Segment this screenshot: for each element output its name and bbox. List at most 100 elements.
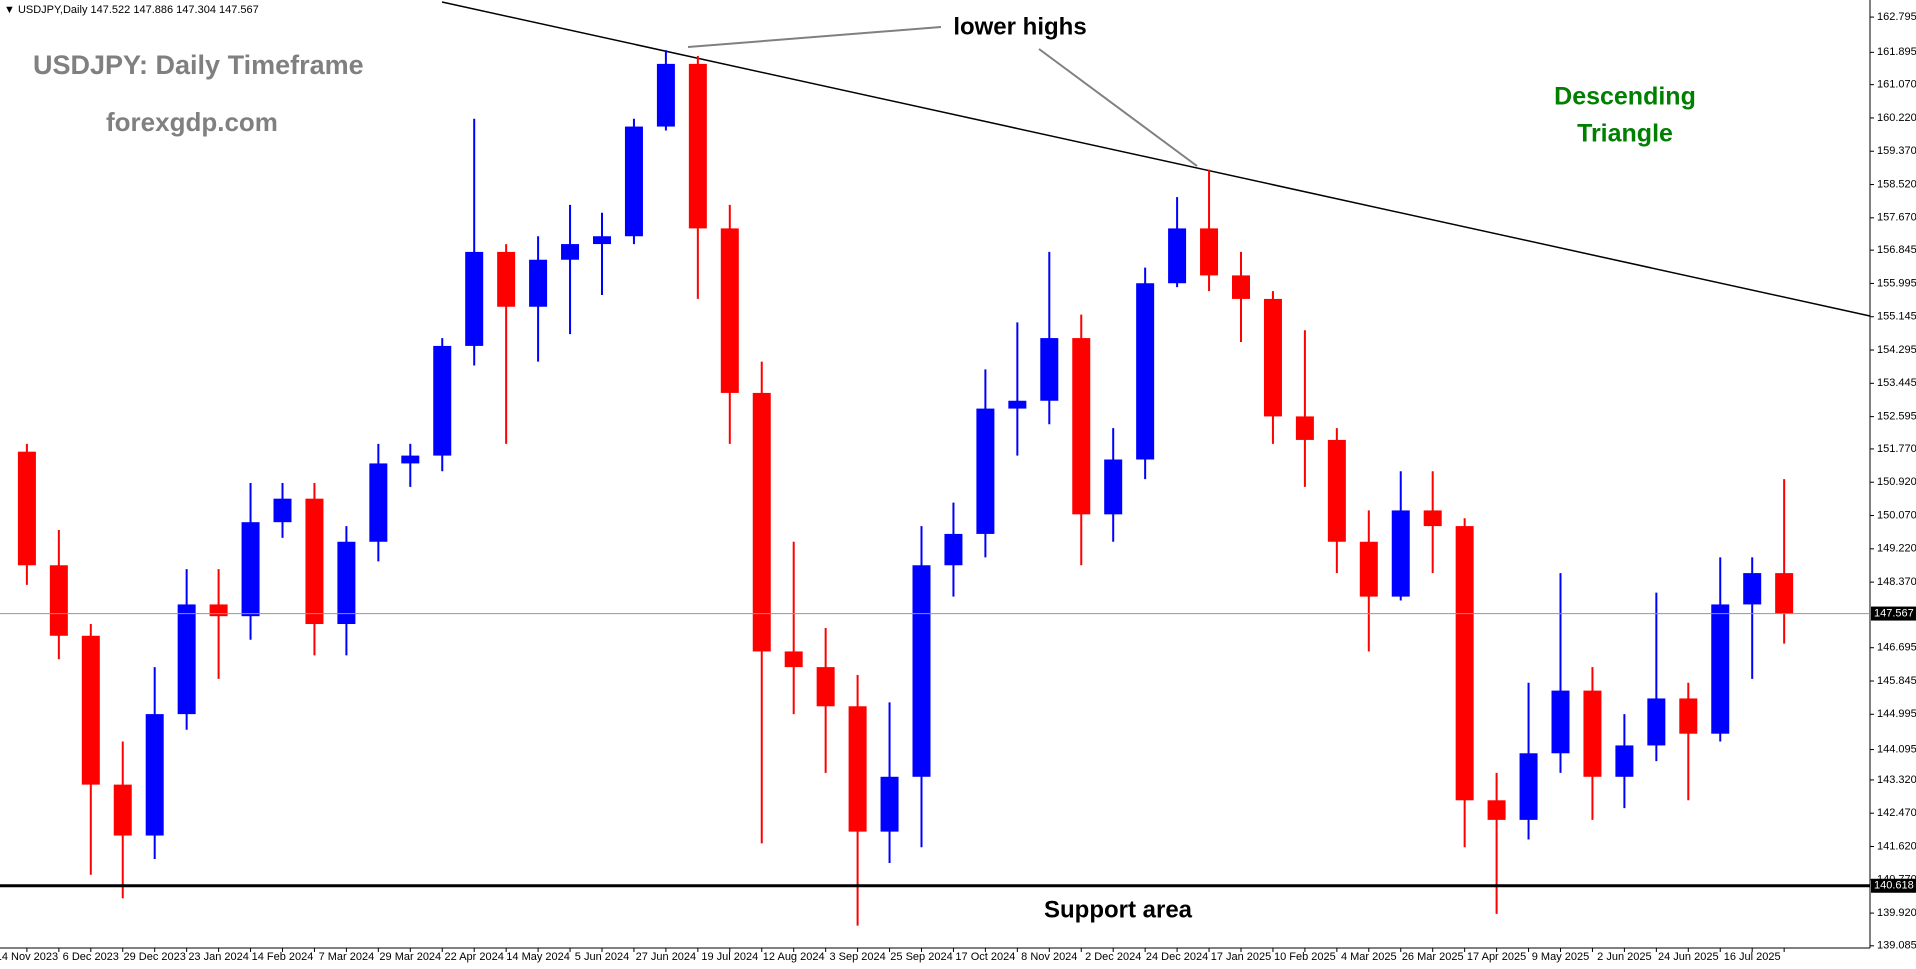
candle-body	[1008, 400, 1027, 409]
header: ▼ USDJPY,Daily 147.522 147.886 147.304 1…	[4, 4, 259, 16]
x-tick-label: 27 Jun 2024	[636, 951, 697, 963]
header-value: 147.522	[91, 4, 131, 16]
candle-body	[1743, 573, 1762, 605]
candle-body	[944, 533, 963, 566]
x-tick-label: 24 Jun 2025	[1658, 951, 1719, 963]
x-tick-label: 8 Nov 2024	[1021, 951, 1077, 963]
y-tick-label: 141.620	[1877, 840, 1916, 852]
x-tick-label: 2 Dec 2024	[1085, 951, 1141, 963]
y-tick-label: 157.670	[1877, 212, 1916, 224]
candle-body	[1168, 228, 1187, 284]
candle-body	[593, 236, 611, 245]
header-value: 147.567	[219, 4, 259, 16]
y-tick-label: 146.695	[1877, 642, 1916, 654]
x-tick-label: 3 Sep 2024	[829, 951, 885, 963]
x-tick-label: 29 Mar 2024	[379, 951, 441, 963]
candle-body	[81, 635, 100, 785]
support-line-label: 140.618	[1874, 880, 1914, 892]
y-tick-label: 148.370	[1877, 576, 1916, 588]
chart-subtitle: forexgdp.com	[106, 107, 278, 137]
candle-body	[1295, 416, 1314, 440]
candle-body	[1455, 526, 1474, 801]
candle-body	[1359, 541, 1378, 597]
candle-body	[401, 455, 420, 464]
support-line-label-box	[1871, 878, 1916, 893]
y-tick-label: 144.095	[1877, 743, 1916, 755]
x-tick-label: 14 Nov 2023	[0, 951, 58, 963]
y-tick-label: 156.845	[1877, 244, 1916, 256]
annotation: Descending	[1554, 83, 1696, 111]
candle-body	[1551, 690, 1570, 754]
x-tick-label: 23 Jan 2024	[188, 951, 249, 963]
x-tick-label: 10 Feb 2025	[1274, 951, 1336, 963]
x-tick-label: 7 Mar 2024	[319, 951, 375, 963]
candle-body	[1232, 275, 1250, 299]
candle-body	[688, 63, 707, 229]
candle-body	[1423, 510, 1442, 527]
candle-body	[241, 522, 260, 617]
y-tick-label: 139.920	[1877, 907, 1916, 919]
x-tick-label: 12 Aug 2024	[763, 951, 825, 963]
x-tick-label: 9 May 2025	[1532, 951, 1589, 963]
candle-body	[752, 392, 771, 652]
y-tick-label: 152.595	[1877, 411, 1916, 423]
y-tick-label: 161.895	[1877, 46, 1916, 58]
candle-body	[17, 451, 36, 566]
y-tick-label: 158.520	[1877, 178, 1916, 190]
x-tick-label: 19 Jul 2024	[701, 951, 758, 963]
x-tick-label: 17 Apr 2025	[1467, 951, 1526, 963]
annotation: Support area	[1044, 896, 1193, 923]
x-tick-label: 6 Dec 2023	[63, 951, 119, 963]
x-tick-label: 14 May 2024	[506, 951, 570, 963]
candle-body	[1263, 298, 1282, 417]
x-tick-label: 2 Jun 2025	[1597, 951, 1651, 963]
candle-body	[209, 604, 228, 617]
candle-body	[49, 565, 68, 636]
candle-body	[1711, 604, 1730, 734]
candle-body	[816, 667, 835, 707]
y-tick-label: 161.070	[1877, 79, 1916, 91]
header-arrow: ▼	[4, 4, 18, 16]
candle-body	[177, 604, 196, 715]
candle-body	[465, 251, 484, 346]
y-tick-label: 154.295	[1877, 344, 1916, 356]
candle-body	[784, 651, 803, 668]
x-tick-label: 4 Mar 2025	[1341, 951, 1397, 963]
candle-body	[624, 126, 643, 237]
candle-body	[1072, 338, 1091, 515]
candle-body	[561, 244, 580, 260]
candle-body	[305, 498, 324, 625]
current-price-line-label: 147.567	[1874, 607, 1914, 619]
y-tick-label: 143.320	[1877, 774, 1916, 786]
candle-body	[497, 251, 516, 307]
pointer-line	[1038, 48, 1198, 167]
chart-title: USDJPY: Daily Timeframe	[33, 50, 364, 80]
y-tick-label: 142.470	[1877, 807, 1916, 819]
y-tick-label: 151.770	[1877, 443, 1916, 455]
pointer-line	[687, 26, 942, 48]
x-tick-label: 25 Sep 2024	[890, 951, 952, 963]
header-symbol: USDJPY,Daily	[18, 4, 88, 16]
candle-body	[1200, 228, 1219, 276]
header-value: 147.304	[176, 4, 216, 16]
candle-body	[656, 63, 675, 127]
candle-body	[145, 714, 164, 836]
y-tick-label: 144.995	[1877, 708, 1916, 720]
x-tick-label: 14 Feb 2024	[252, 951, 314, 963]
candle-body	[433, 345, 452, 456]
annotation: lower highs	[953, 13, 1086, 40]
x-tick-label: 17 Jan 2025	[1211, 951, 1272, 963]
candle-body	[1775, 573, 1794, 614]
candle-body	[976, 408, 995, 534]
candle-body	[113, 784, 132, 836]
annotation: Triangle	[1577, 120, 1673, 148]
candle-body	[1487, 800, 1506, 820]
candle-body	[848, 706, 867, 832]
candle-body	[1136, 283, 1155, 460]
candle-body	[720, 228, 739, 393]
y-tick-label: 145.845	[1877, 675, 1916, 687]
x-tick-label: 26 Mar 2025	[1402, 951, 1464, 963]
current-price-line-label-box	[1871, 606, 1916, 621]
x-tick-label: 29 Dec 2023	[124, 951, 186, 963]
